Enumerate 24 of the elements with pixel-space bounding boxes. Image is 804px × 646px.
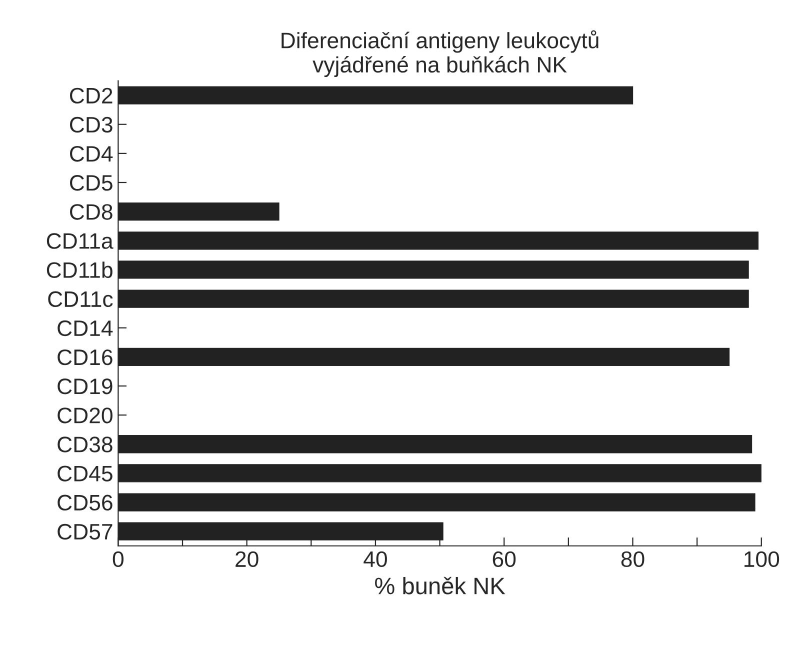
y-tick-label: CD11a [46,233,114,249]
y-tick-label: CD4 [70,146,113,162]
x-tick-label: 0 [112,551,124,568]
y-tick-label: CD56 [58,494,112,511]
y-tick-label: CD20 [58,408,112,424]
y-tick-label: CD19 [58,378,112,394]
y-tick-label: CD14 [58,320,113,336]
x-axis-title: % buněk NK [375,576,506,594]
chart-title: Diferenciační antigeny leukocytů vyjádřené na buňkách NK [282,30,598,78]
y-tick-label: CD11c [48,291,113,308]
y-tick-label: CD2 [70,88,112,104]
y-tick-label: CD16 [58,349,112,366]
x-tick-label: 60 [492,551,516,568]
y-tick-label: CD57 [58,524,112,540]
y-tick-label: CD45 [58,466,112,482]
y-tick-label: CD5 [70,175,112,191]
y-tick-label: CD38 [58,436,112,452]
y-tick-label: CD11b [46,262,112,278]
x-tick-label: 20 [236,551,258,568]
y-tick-label: CD8 [70,204,112,220]
y-tick-label: CD3 [70,116,112,133]
x-tick-label: 40 [364,551,387,568]
x-tick-label: 100 [744,551,780,568]
x-tick-label: 80 [621,551,644,568]
